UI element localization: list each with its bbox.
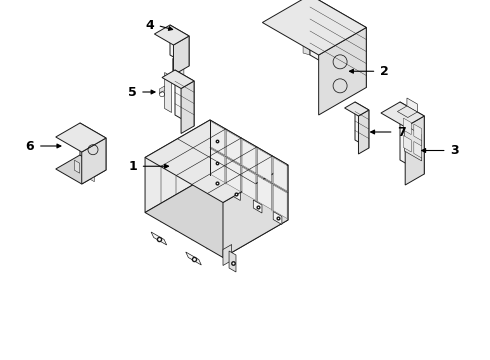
Polygon shape [154,25,189,45]
Polygon shape [170,25,189,66]
Polygon shape [165,72,172,113]
Polygon shape [381,102,424,127]
Polygon shape [344,102,369,116]
Polygon shape [303,24,310,35]
Polygon shape [172,59,178,73]
Polygon shape [223,244,232,266]
Polygon shape [145,120,210,212]
Polygon shape [273,158,287,191]
Polygon shape [179,62,184,77]
Polygon shape [359,110,369,154]
Polygon shape [173,36,189,75]
Polygon shape [242,167,256,201]
Polygon shape [414,124,422,141]
Polygon shape [242,140,256,173]
Polygon shape [403,118,411,135]
Polygon shape [273,185,287,219]
Polygon shape [226,158,240,192]
Polygon shape [318,27,367,115]
Polygon shape [303,34,310,45]
Polygon shape [162,70,194,89]
Text: 7: 7 [397,126,406,139]
Polygon shape [195,152,201,168]
Polygon shape [211,149,225,183]
Text: 3: 3 [450,144,459,157]
Polygon shape [303,44,310,55]
Polygon shape [403,135,411,152]
Polygon shape [407,98,417,112]
Text: 4: 4 [145,19,154,32]
Polygon shape [195,133,201,149]
Polygon shape [253,200,262,213]
Polygon shape [303,14,310,25]
Polygon shape [213,176,221,189]
Polygon shape [211,122,225,155]
Polygon shape [232,188,240,201]
Polygon shape [303,0,310,5]
Polygon shape [181,81,194,134]
Polygon shape [258,176,271,210]
Polygon shape [303,4,310,15]
Polygon shape [151,232,167,245]
Polygon shape [226,131,240,164]
Polygon shape [56,155,106,184]
Polygon shape [262,0,367,55]
Text: 1: 1 [128,160,137,173]
Polygon shape [210,120,288,220]
Polygon shape [310,0,367,87]
Polygon shape [355,102,369,148]
Polygon shape [56,123,106,152]
Polygon shape [404,125,422,161]
Polygon shape [89,169,95,182]
Text: 6: 6 [25,140,34,153]
Polygon shape [229,251,236,272]
Polygon shape [186,252,201,265]
Polygon shape [74,160,80,173]
Polygon shape [175,70,194,126]
Polygon shape [397,106,417,117]
Polygon shape [223,165,288,257]
Polygon shape [145,175,288,257]
Polygon shape [159,86,165,94]
Polygon shape [212,132,222,149]
Polygon shape [83,165,88,178]
Polygon shape [82,138,106,184]
Polygon shape [273,212,282,225]
Polygon shape [145,120,288,202]
Polygon shape [212,154,222,171]
Polygon shape [258,149,271,182]
Polygon shape [80,123,106,170]
Text: 2: 2 [380,65,389,78]
Polygon shape [414,141,422,158]
Text: 5: 5 [127,86,136,99]
Polygon shape [405,116,424,185]
Polygon shape [400,102,424,174]
